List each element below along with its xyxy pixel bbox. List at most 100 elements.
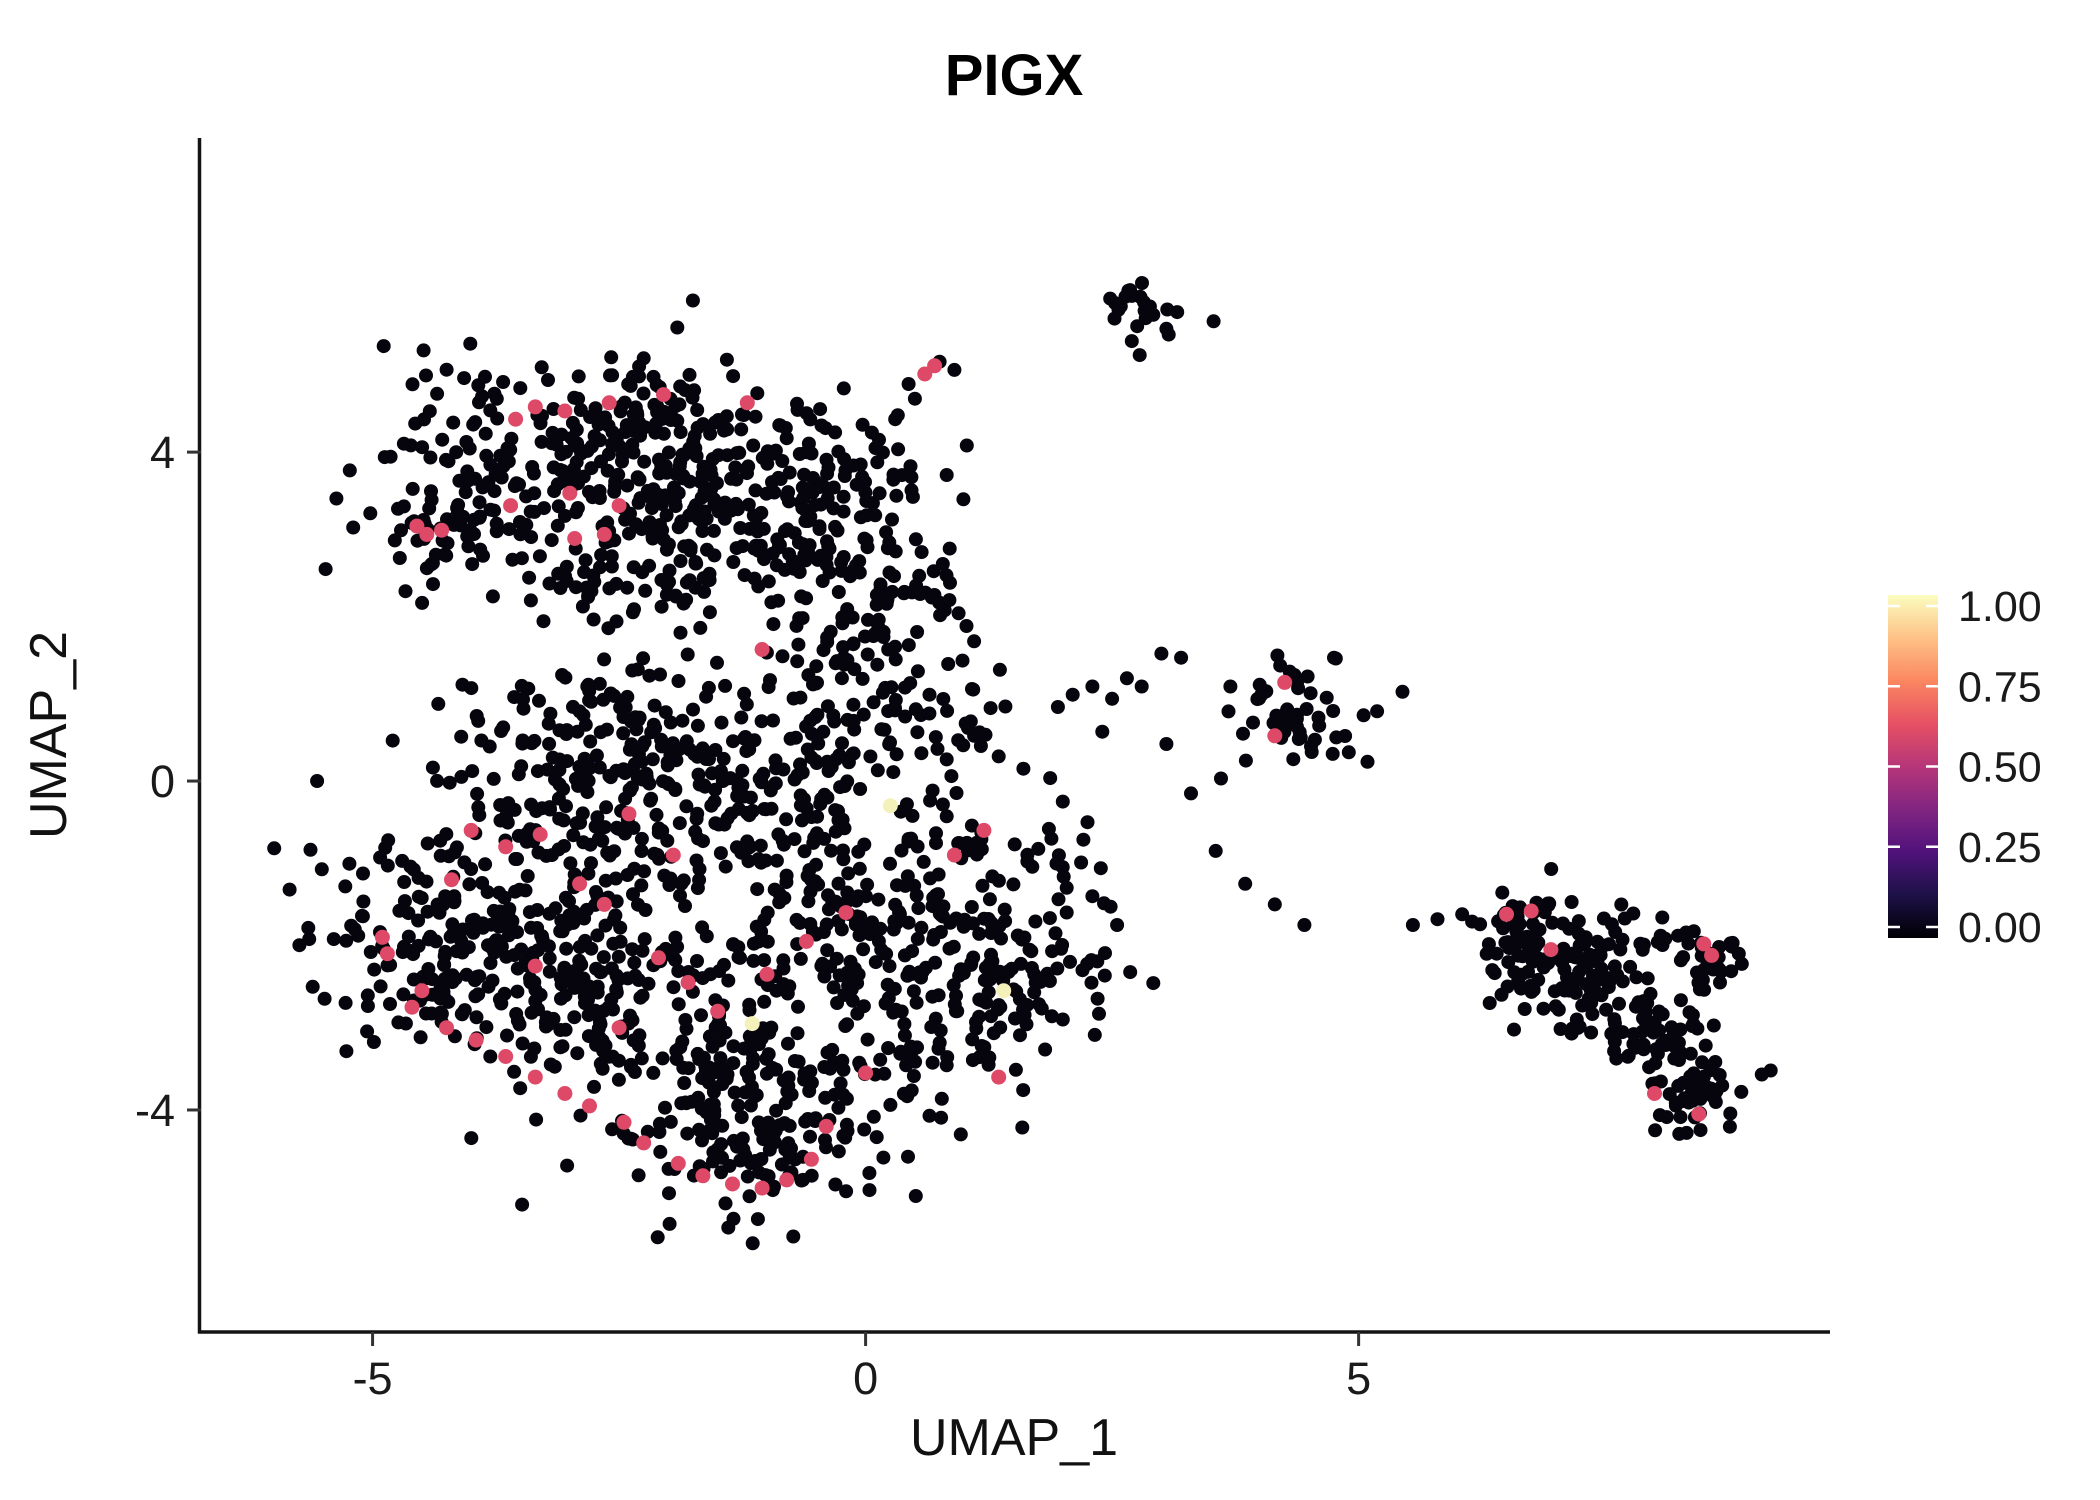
data-point	[557, 962, 572, 977]
data-point	[1686, 924, 1701, 939]
data-point	[860, 877, 875, 892]
data-point	[599, 800, 614, 815]
data-point	[1722, 1119, 1737, 1134]
data-point	[1582, 947, 1597, 962]
data-point	[803, 1129, 817, 1144]
data-point	[1307, 732, 1322, 747]
data-point	[403, 859, 418, 874]
data-point	[1509, 924, 1524, 939]
data-point	[897, 948, 912, 963]
data-point	[414, 983, 430, 999]
data-point	[720, 448, 735, 463]
data-point	[631, 769, 646, 784]
data-point	[582, 484, 596, 499]
data-point	[922, 706, 937, 721]
data-point	[501, 796, 516, 811]
data-point	[592, 676, 607, 691]
data-point	[934, 1091, 949, 1106]
data-point	[910, 839, 925, 854]
data-point	[605, 368, 620, 383]
data-point	[795, 480, 810, 495]
data-point	[411, 870, 426, 885]
data-point	[742, 1189, 757, 1204]
data-point	[836, 504, 851, 519]
data-point	[593, 413, 608, 428]
data-point	[696, 417, 710, 432]
data-point	[569, 505, 583, 520]
data-point	[1159, 321, 1174, 336]
data-point	[1713, 975, 1727, 990]
data-point	[848, 917, 863, 932]
data-point	[1531, 935, 1546, 950]
data-point	[1044, 1009, 1059, 1024]
data-point	[472, 969, 487, 984]
data-point	[803, 1151, 819, 1167]
data-point	[552, 752, 567, 767]
data-point	[1084, 975, 1099, 990]
data-point	[464, 681, 479, 696]
data-point	[982, 892, 997, 907]
data-point	[1754, 1067, 1769, 1082]
data-point	[1507, 1022, 1521, 1037]
data-point	[524, 920, 538, 935]
data-point	[911, 901, 926, 916]
colorbar-label: 0.25	[1958, 824, 2042, 872]
data-point	[908, 702, 923, 717]
colorbar-legend: 1.00 0.75 0.50 0.25 0.00	[1888, 583, 2042, 952]
data-point	[699, 752, 714, 766]
data-point	[317, 991, 332, 1006]
data-point	[939, 468, 954, 482]
data-point	[533, 987, 548, 1002]
data-point	[768, 776, 783, 791]
data-point	[846, 697, 861, 712]
data-point	[859, 494, 874, 508]
data-point	[634, 844, 649, 858]
data-point	[756, 521, 771, 536]
data-point	[1556, 941, 1571, 956]
data-point	[1075, 963, 1090, 978]
data-point	[795, 611, 810, 626]
data-point	[356, 866, 370, 881]
data-point	[593, 560, 607, 575]
data-point	[878, 996, 893, 1011]
data-point	[360, 988, 375, 1003]
data-point	[616, 762, 631, 777]
data-point	[419, 368, 433, 383]
data-point	[760, 934, 775, 949]
data-point	[692, 1052, 707, 1067]
data-point	[461, 940, 476, 955]
data-point	[686, 702, 700, 717]
data-point	[910, 625, 925, 639]
data-point	[503, 442, 518, 457]
data-point	[663, 413, 678, 427]
data-point	[964, 900, 979, 914]
data-point	[510, 984, 525, 999]
data-point	[380, 858, 395, 873]
data-point	[435, 432, 450, 447]
data-point	[515, 1036, 530, 1051]
data-point	[769, 1103, 784, 1118]
data-point	[515, 733, 530, 748]
data-point	[537, 501, 551, 516]
data-point	[627, 955, 642, 970]
data-point	[909, 888, 924, 903]
data-point	[1020, 998, 1035, 1012]
data-point	[870, 455, 885, 470]
data-point	[1277, 707, 1292, 722]
data-point	[635, 943, 650, 958]
data-point	[605, 1049, 620, 1064]
data-point	[1097, 968, 1112, 983]
data-point	[529, 1112, 544, 1127]
data-point	[1090, 954, 1105, 969]
data-point	[866, 1109, 881, 1124]
data-point	[556, 813, 571, 828]
data-point	[834, 555, 849, 570]
data-point	[1055, 1012, 1070, 1027]
data-point	[883, 856, 897, 871]
data-point	[932, 1035, 947, 1050]
data-point	[470, 786, 485, 801]
data-point	[705, 766, 719, 781]
data-point	[726, 1039, 741, 1054]
data-point	[819, 917, 834, 932]
data-point	[1608, 925, 1623, 939]
